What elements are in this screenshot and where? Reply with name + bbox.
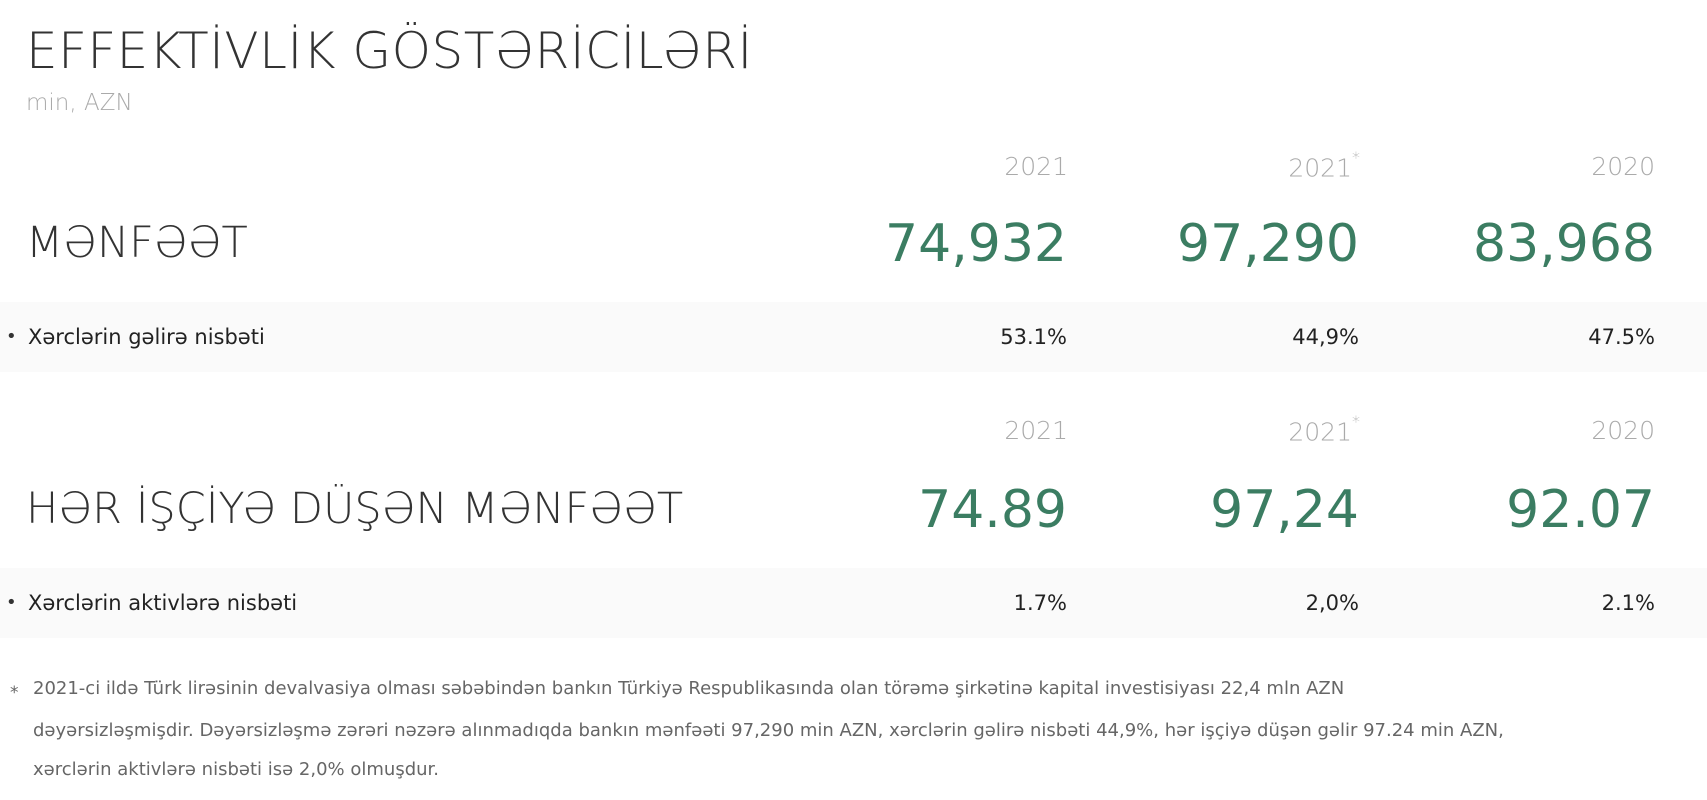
ratio-label: Xərclərin gəlirə nisbəti (28, 325, 265, 349)
year-header: 2021* (1160, 412, 1360, 447)
footnote-line: dəyərsizləşmişdir. Dəyərsizləşmə zərəri … (33, 720, 1504, 741)
year-header: 2020 (1455, 416, 1655, 445)
metric-value: 92.07 (1506, 480, 1655, 540)
footnote-line: 2021-ci ildə Türk lirəsinin devalvasiya … (33, 678, 1345, 699)
metric-value: 74,932 (885, 214, 1067, 274)
bullet: • (6, 592, 17, 613)
ratio-value: 47.5% (1588, 325, 1655, 349)
metric-value: 74.89 (918, 480, 1067, 540)
ratio-row (0, 302, 1707, 372)
year-header: 2021 (868, 152, 1068, 181)
ratio-value: 44,9% (1292, 325, 1359, 349)
metric-label-profit: MƏNFƏƏT (26, 218, 248, 268)
unit-label: min, AZN (26, 90, 133, 116)
year-header: 2021 (868, 416, 1068, 445)
ratio-label: Xərclərin aktivlərə nisbəti (28, 591, 298, 615)
metric-value: 97,24 (1210, 480, 1359, 540)
bullet: • (6, 326, 17, 347)
year-text: 2021 (1288, 153, 1352, 183)
year-text: 2021 (1004, 152, 1068, 181)
metric-value: 83,968 (1473, 214, 1655, 274)
ratio-value: 2.1% (1601, 591, 1655, 615)
ratio-value: 1.7% (1013, 591, 1067, 615)
footnote-mark: * (1352, 412, 1360, 431)
ratio-value: 2,0% (1305, 591, 1359, 615)
year-header: 2021* (1160, 148, 1360, 183)
ratio-value: 53.1% (1000, 325, 1067, 349)
year-text: 2021 (1288, 417, 1352, 447)
metric-value: 97,290 (1177, 214, 1359, 274)
year-text: 2020 (1591, 416, 1655, 445)
year-text: 2021 (1004, 416, 1068, 445)
footnote-mark: * (10, 683, 19, 703)
footnote-line: xərclərin aktivlərə nisbəti isə 2,0% olm… (33, 759, 440, 780)
year-text: 2020 (1591, 152, 1655, 181)
ratio-row (0, 568, 1707, 638)
page-title: EFFEKTİVLİK GÖSTƏRİCİLƏRİ (26, 22, 753, 80)
year-header: 2020 (1455, 152, 1655, 181)
metric-label-profit-per-employee: HƏR İŞÇİYƏ DÜŞƏN MƏNFƏƏT (26, 484, 684, 534)
footnote-mark: * (1352, 148, 1360, 167)
